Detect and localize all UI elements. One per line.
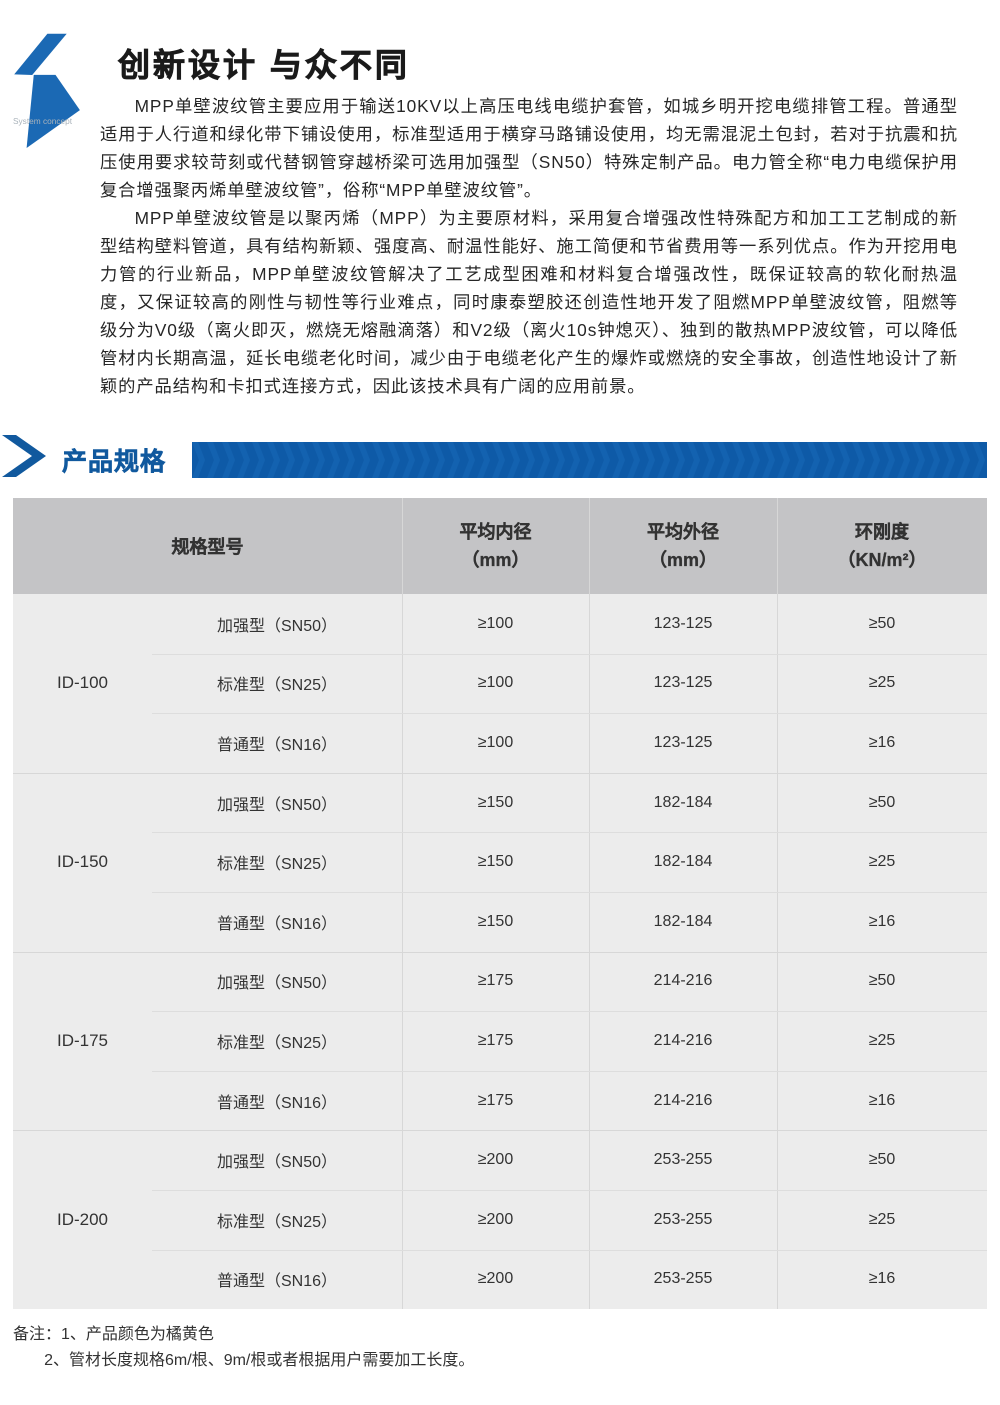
svg-text:System concept: System concept (13, 116, 73, 126)
